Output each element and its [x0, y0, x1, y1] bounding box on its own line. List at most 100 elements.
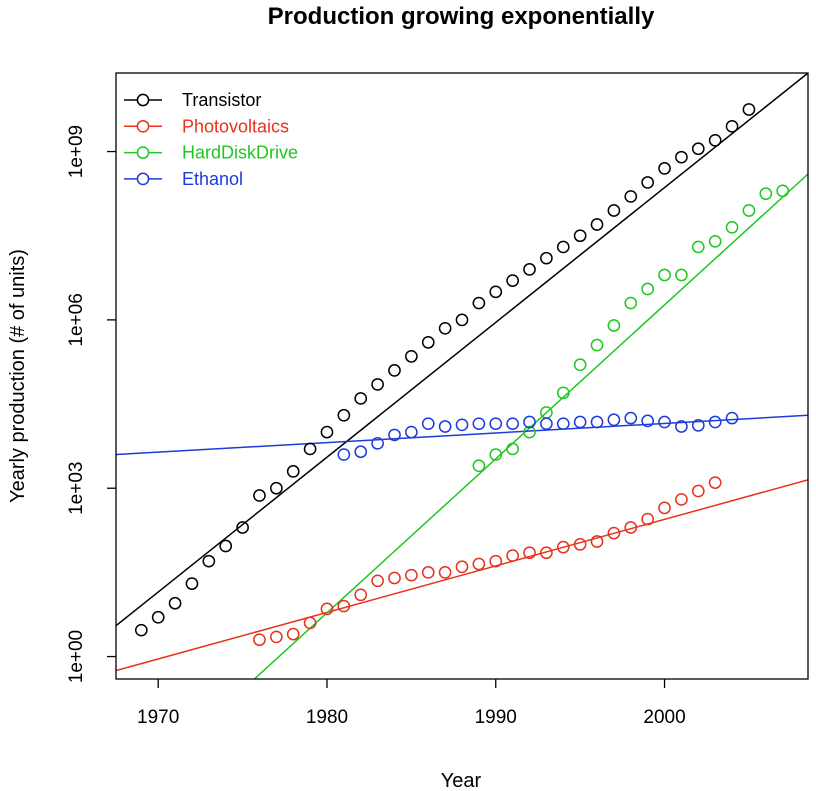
legend-item-ethanol: Ethanol — [124, 169, 243, 189]
data-point — [556, 417, 570, 431]
data-point — [691, 142, 705, 156]
data-point — [523, 425, 536, 439]
data-point — [725, 411, 739, 425]
data-point — [421, 417, 435, 431]
data-point — [759, 187, 773, 200]
legend-marker — [136, 172, 150, 186]
data-point — [708, 415, 722, 429]
data-point — [489, 285, 503, 299]
legend-label: Transistor — [182, 90, 261, 110]
data-point — [624, 296, 638, 310]
data-point — [303, 442, 317, 456]
x-tick-label: 2000 — [643, 707, 685, 728]
data-point — [405, 568, 418, 582]
data-point — [472, 417, 486, 431]
data-point — [388, 364, 401, 377]
data-point — [742, 103, 756, 116]
data-point — [455, 560, 469, 574]
legend-item-harddiskdrive: HardDiskDrive — [124, 143, 298, 163]
data-point — [506, 274, 519, 287]
data-point — [286, 627, 300, 641]
data-point — [438, 420, 452, 433]
data-point — [624, 190, 638, 203]
data-point — [269, 630, 283, 644]
data-point — [691, 484, 705, 498]
data-point — [337, 599, 351, 613]
data-point — [624, 521, 638, 534]
data-point — [269, 481, 283, 495]
data-point — [405, 425, 418, 439]
data-point — [658, 268, 671, 282]
y-tick-label: 1e+06 — [66, 293, 87, 346]
y-axis-label: Yearly production (# of units) — [7, 249, 29, 503]
legend-marker — [136, 93, 150, 107]
legend-item-transistor: Transistor — [124, 90, 261, 110]
data-point — [691, 240, 705, 254]
data-point — [371, 436, 384, 450]
data-point — [455, 313, 469, 327]
data-point — [607, 319, 621, 332]
series-transistor — [134, 103, 756, 637]
data-point — [506, 549, 519, 562]
data-point — [320, 602, 334, 616]
data-point — [708, 234, 722, 248]
data-point — [523, 263, 536, 276]
data-point — [523, 546, 536, 560]
data-point — [421, 566, 435, 579]
x-tick-label: 1970 — [137, 707, 179, 728]
data-point — [590, 415, 604, 429]
data-point — [675, 150, 688, 164]
data-point — [573, 415, 587, 429]
data-point — [556, 240, 570, 254]
data-point — [371, 574, 384, 588]
data-point — [523, 415, 536, 429]
fit-line-photovoltaics — [116, 479, 808, 672]
y-axis: 1e+00 1e+03 1e+06 1e+09 — [66, 125, 116, 683]
legend-item-photovoltaics: Photovoltaics — [124, 116, 289, 136]
fit-line-ethanol — [116, 414, 808, 456]
legend-label: Ethanol — [182, 169, 243, 189]
data-point — [151, 610, 165, 624]
data-point — [438, 321, 452, 335]
data-point — [590, 218, 604, 231]
data-point — [388, 428, 401, 442]
x-tick-label: 1990 — [475, 707, 517, 728]
fit-lines — [116, 73, 808, 679]
data-point — [708, 133, 722, 147]
data-point — [590, 535, 604, 548]
data-point — [573, 358, 587, 372]
data-point — [607, 204, 621, 217]
chart-title: Production growing exponentially — [268, 3, 655, 30]
data-point — [219, 539, 233, 553]
data-point — [742, 204, 756, 217]
data-point — [337, 408, 351, 422]
legend: Transistor Photovoltaics HardDiskDrive Etha… — [124, 90, 298, 189]
y-tick-label: 1e+00 — [66, 630, 87, 683]
series-ethanol — [337, 411, 739, 461]
data-point — [202, 554, 216, 568]
data-point — [489, 554, 503, 568]
legend-label: Photovoltaics — [182, 116, 289, 136]
data-point — [590, 338, 604, 352]
data-point — [675, 420, 688, 433]
legend-marker — [136, 119, 150, 133]
data-point — [236, 521, 249, 534]
data-point — [776, 184, 790, 198]
data-point — [388, 571, 401, 585]
data-point — [540, 546, 553, 560]
data-point — [253, 489, 266, 502]
data-point — [556, 386, 570, 400]
data-point — [725, 119, 739, 133]
data-point — [675, 493, 688, 506]
x-tick-label: 1980 — [306, 707, 348, 728]
data-point — [168, 596, 182, 610]
data-point — [472, 557, 486, 571]
y-tick-label: 1e+03 — [66, 462, 87, 515]
y-tick-label: 1e+09 — [66, 125, 87, 178]
data-point — [320, 425, 334, 439]
data-point — [506, 417, 519, 431]
data-point — [658, 501, 671, 515]
data-point — [641, 282, 655, 296]
data-point — [489, 448, 503, 461]
